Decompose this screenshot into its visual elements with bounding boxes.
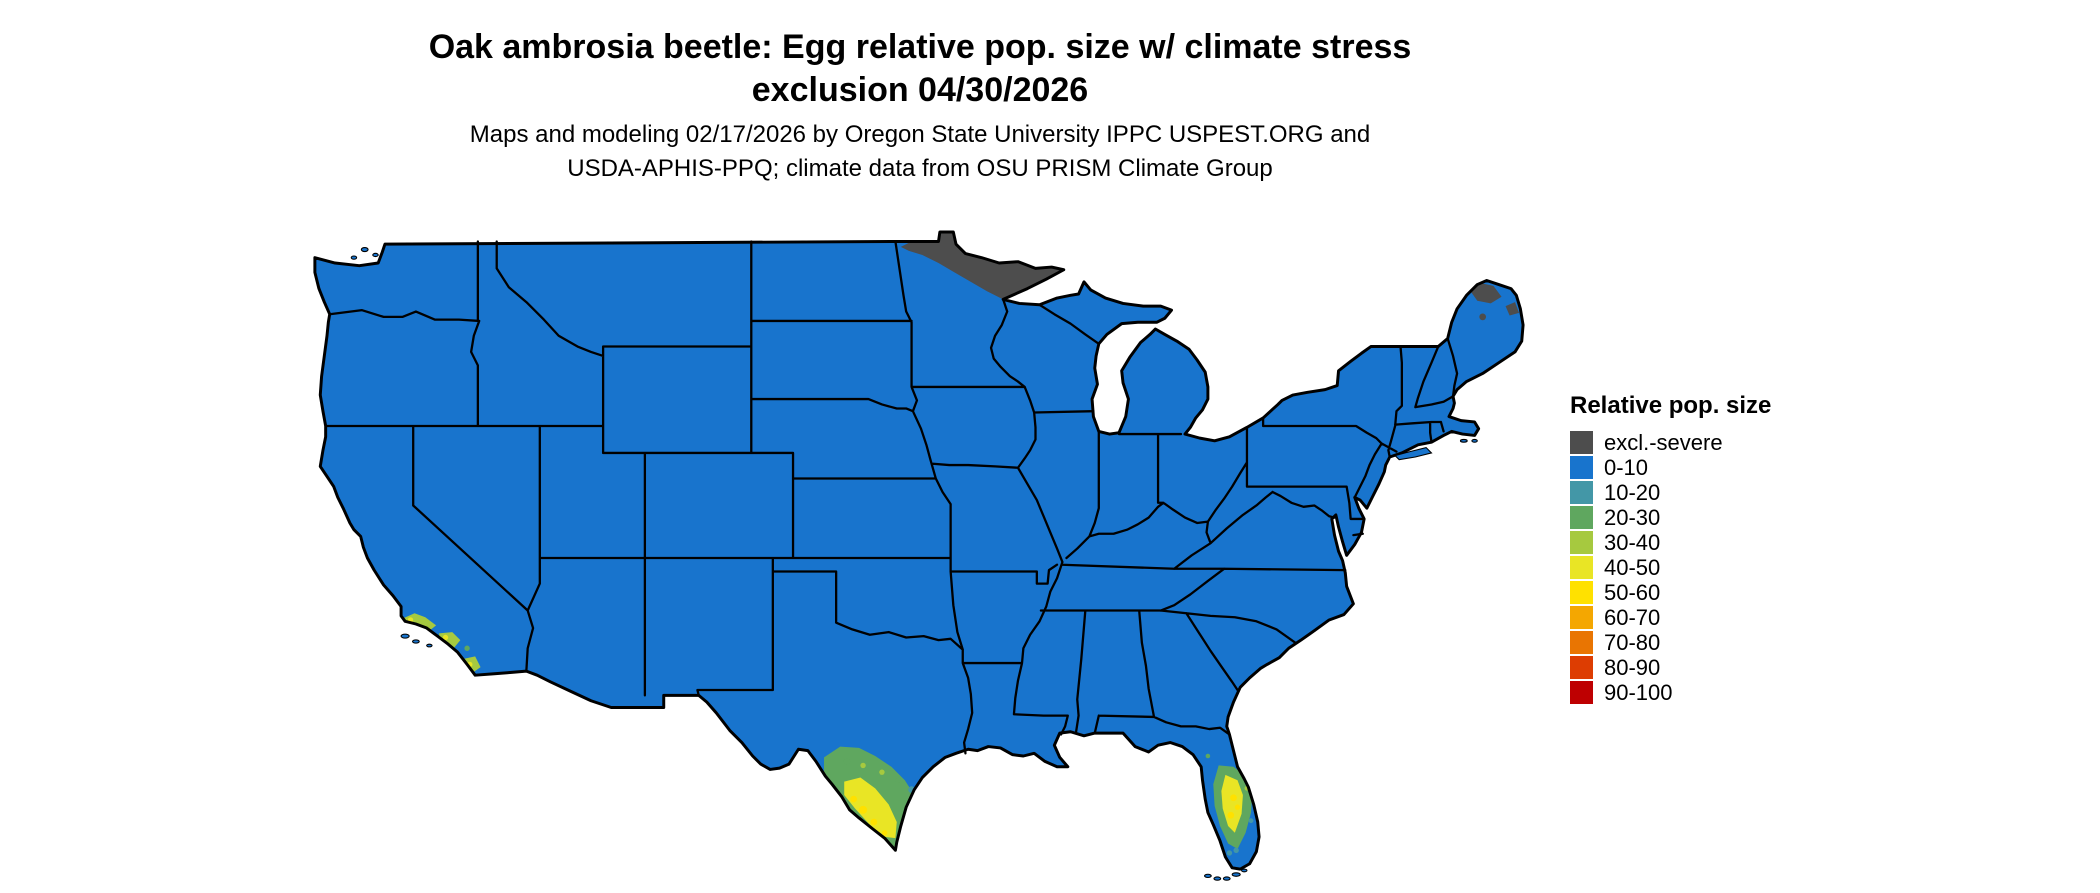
map-title-line1: Oak ambrosia beetle: Egg relative pop. s… xyxy=(428,28,1412,66)
legend-swatch xyxy=(1570,606,1593,629)
legend-item: 60-70 xyxy=(1570,605,1771,630)
legend-label: 30-40 xyxy=(1604,529,1661,555)
speckle xyxy=(860,762,866,769)
florida-key xyxy=(1231,872,1241,877)
region-florida-yellow xyxy=(1221,774,1243,833)
legend-swatch xyxy=(1570,656,1593,679)
region-southern-texas-yellow xyxy=(844,777,897,839)
legend-item: 70-80 xyxy=(1570,630,1771,655)
region-excl-northern-maine xyxy=(1470,283,1502,304)
legend-label: 0-10 xyxy=(1604,454,1649,480)
us-map xyxy=(308,228,1534,893)
legend-item: 20-30 xyxy=(1570,505,1771,530)
channel-island xyxy=(426,643,433,648)
island xyxy=(372,252,379,258)
island xyxy=(1471,438,1478,443)
channel-island xyxy=(411,639,420,644)
legend-item: 50-60 xyxy=(1570,580,1771,605)
legend-label: 20-30 xyxy=(1604,504,1661,530)
state-border-lines xyxy=(324,240,1459,755)
legend-swatch xyxy=(1570,556,1593,579)
islands xyxy=(350,246,1478,881)
map-subtitle-line1: Maps and modeling 02/17/2026 by Oregon S… xyxy=(469,121,1371,148)
speckle xyxy=(1248,818,1254,824)
legend-swatch xyxy=(1570,631,1593,654)
legend-item: 30-40 xyxy=(1570,530,1771,555)
speckle xyxy=(1226,850,1233,856)
speckle xyxy=(919,815,926,821)
legend-swatch xyxy=(1570,681,1593,704)
legend-label: 70-80 xyxy=(1604,629,1661,655)
map-title-line2: exclusion 04/30/2026 xyxy=(751,71,1089,109)
conus-base-fill xyxy=(314,232,1524,870)
speckle xyxy=(1227,811,1235,819)
legend-label: 60-70 xyxy=(1604,604,1661,630)
island xyxy=(1459,438,1468,443)
speckle xyxy=(881,830,888,836)
legend-item: 0-10 xyxy=(1570,455,1771,480)
channel-island xyxy=(400,633,410,639)
map-subtitle-line2: USDA-APHIS-PPQ; climate data from OSU PR… xyxy=(567,155,1273,182)
speckle xyxy=(1233,847,1239,853)
map-subtitle: Maps and modeling 02/17/2026 by Oregon S… xyxy=(0,118,1840,186)
region-class-50-60 xyxy=(850,794,1241,836)
legend-swatch xyxy=(1570,581,1593,604)
legend-label: 80-90 xyxy=(1604,654,1661,680)
legend-label: 90-100 xyxy=(1604,679,1673,705)
region-excl-northern-minnesota xyxy=(900,233,1064,300)
map-title: Oak ambrosia beetle: Egg relative pop. s… xyxy=(0,26,1840,112)
speckle xyxy=(906,824,912,831)
speckle xyxy=(879,769,885,775)
legend-label: 50-60 xyxy=(1604,579,1661,605)
speckle xyxy=(895,777,901,783)
region-excl-severe xyxy=(900,233,1520,321)
speckle xyxy=(375,586,381,592)
speckle xyxy=(859,805,868,814)
florida-key xyxy=(1203,873,1212,879)
speckle xyxy=(850,795,858,803)
legend-label: excl.-severe xyxy=(1604,429,1723,455)
speckle xyxy=(913,803,921,811)
legend-swatch xyxy=(1570,431,1593,454)
speckle xyxy=(464,645,470,651)
legend-swatch xyxy=(1570,456,1593,479)
region-class-10-20 xyxy=(906,770,1254,856)
legend: Relative pop. size excl.-severe 0-10 10-… xyxy=(1570,392,1771,705)
florida-key xyxy=(1241,868,1248,873)
island xyxy=(360,246,369,253)
region-class-40-50 xyxy=(407,617,1243,839)
legend-title: Relative pop. size xyxy=(1570,392,1772,419)
us-map-svg xyxy=(313,230,1525,881)
legend-swatch xyxy=(1570,506,1593,529)
speckle xyxy=(1205,753,1211,759)
speckle xyxy=(442,634,449,641)
region-excl-northern-maine-2 xyxy=(1505,302,1520,316)
legend-item: 10-20 xyxy=(1570,480,1771,505)
speckle xyxy=(1230,794,1237,802)
island xyxy=(350,255,358,260)
legend-item: excl.-severe xyxy=(1570,430,1771,455)
legend-item: 40-50 xyxy=(1570,555,1771,580)
state-borders xyxy=(324,240,1459,755)
speckle xyxy=(870,818,878,826)
legend-label: 40-50 xyxy=(1604,554,1661,580)
florida-key xyxy=(1213,876,1222,881)
legend-swatch xyxy=(1570,481,1593,504)
legend-label: 10-20 xyxy=(1604,479,1661,505)
long-island xyxy=(1394,446,1433,461)
speckle xyxy=(1234,804,1241,810)
highlight-regions xyxy=(375,233,1520,856)
speckle xyxy=(843,758,851,765)
legend-item: 90-100 xyxy=(1570,680,1771,705)
florida-key xyxy=(1222,876,1231,881)
region-excl-maine-speckle xyxy=(1479,313,1487,321)
legend-swatch xyxy=(1570,531,1593,554)
legend-item: 80-90 xyxy=(1570,655,1771,680)
